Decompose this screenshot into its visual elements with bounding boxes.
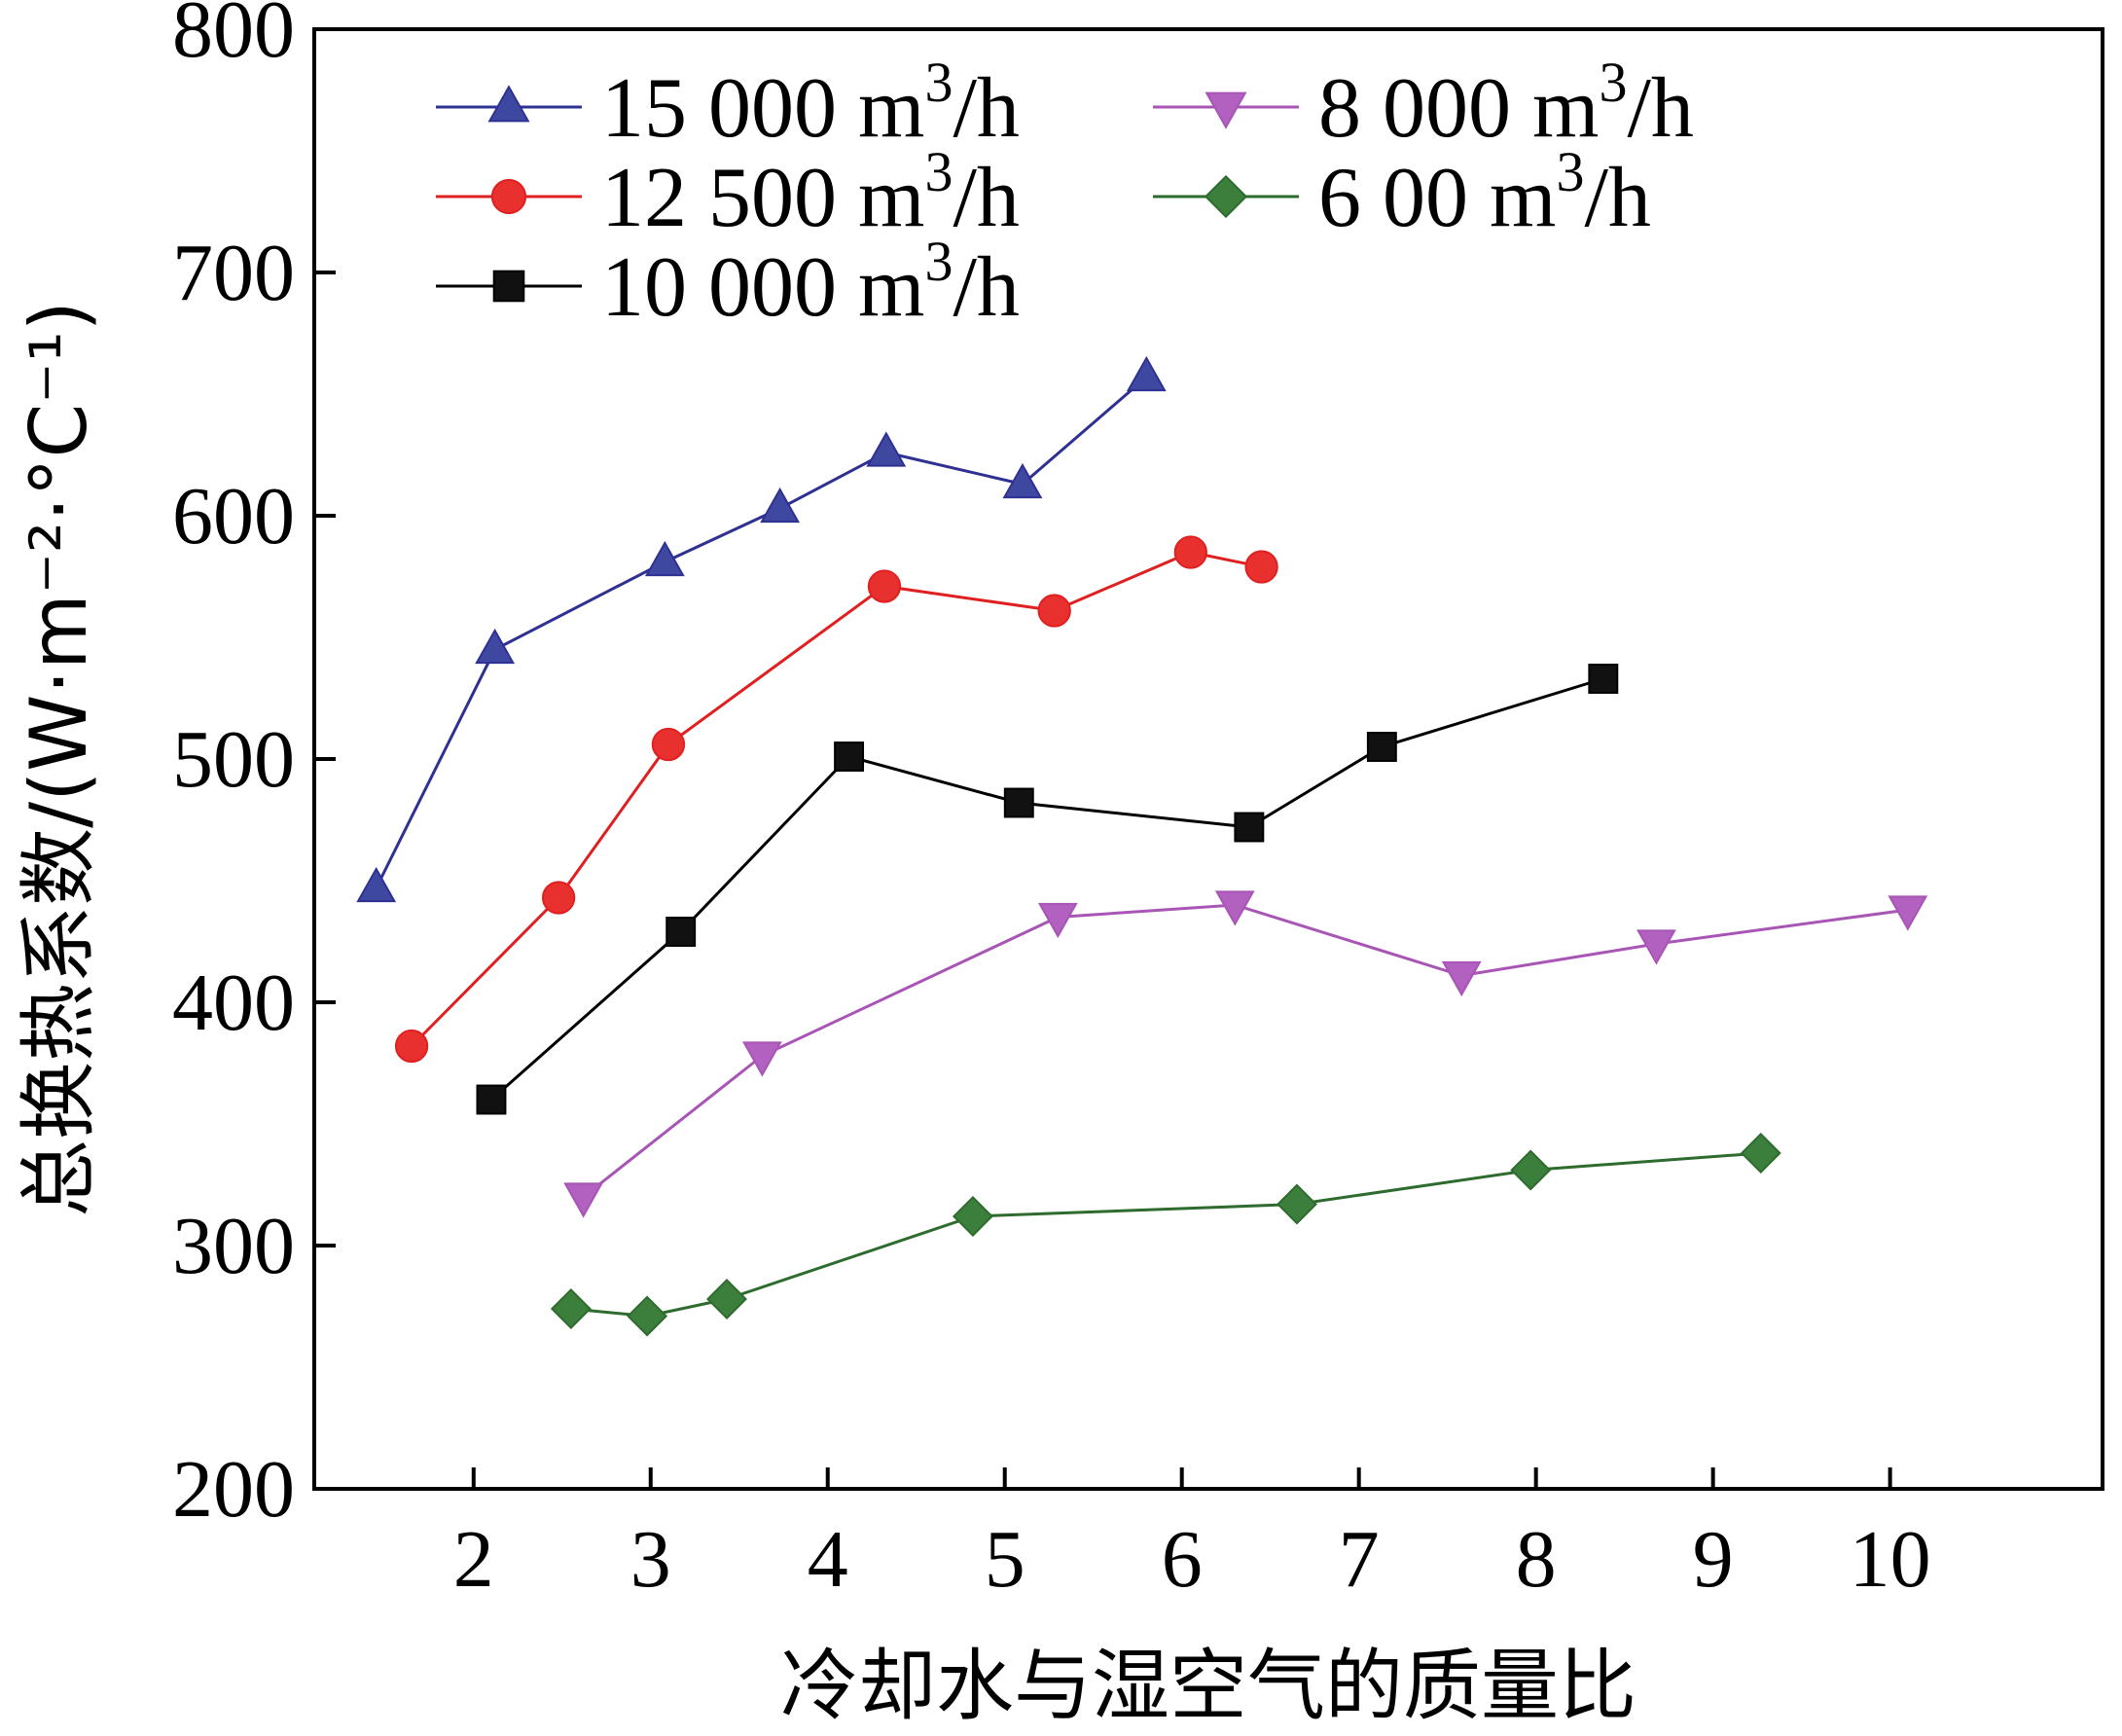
series-2: [394, 535, 1278, 1064]
x-tick-label: 8: [1516, 1514, 1557, 1605]
data-point: [1003, 787, 1034, 818]
legend: 15 000 m3/h12 500 m3/h10 000 m3/h 8 000 m…: [436, 51, 1694, 335]
plot-frame: [312, 27, 2104, 1491]
legend-label: 8 000 m3/h: [1318, 51, 1694, 156]
x-tick-label: 5: [985, 1514, 1025, 1605]
series-line: [570, 1151, 1761, 1319]
legend-item: 8 000 m3/h: [1153, 51, 1694, 156]
data-point: [627, 1295, 668, 1337]
series-5: [550, 1133, 1781, 1337]
data-point: [760, 487, 801, 524]
data-point: [563, 1182, 604, 1218]
data-point: [1173, 535, 1207, 569]
data-point: [476, 1084, 507, 1115]
data-point: [651, 727, 686, 762]
legend-item: 15 000 m3/h: [436, 51, 1020, 156]
legend-marker: [490, 178, 527, 215]
data-point: [706, 1279, 747, 1320]
legend-label: 15 000 m3/h: [601, 51, 1020, 156]
x-axis-label: 冷却水与湿空气的质量比: [780, 1641, 1636, 1731]
data-point: [953, 1196, 993, 1237]
data-point: [1636, 929, 1676, 965]
data-point: [1588, 664, 1619, 694]
legend-item: 6 00 m3/h: [1153, 140, 1651, 245]
data-point: [1002, 462, 1043, 499]
x-tick-label: 4: [808, 1514, 848, 1605]
series-3: [476, 664, 1619, 1115]
data-point: [1441, 960, 1482, 997]
y-axis-label: 总换热系数/(W·m⁻²·°C⁻¹): [14, 301, 104, 1217]
data-point: [1510, 1149, 1552, 1191]
data-point: [867, 569, 902, 603]
data-point: [1888, 895, 1928, 931]
legend-marker: [492, 270, 525, 303]
legend-label: 6 00 m3/h: [1318, 140, 1651, 245]
x-tick-label: 9: [1693, 1514, 1734, 1605]
data-point: [741, 1041, 782, 1077]
y-tick-label: 800: [172, 0, 295, 75]
x-tick-label: 6: [1162, 1514, 1203, 1605]
data-point: [1234, 812, 1265, 843]
data-point: [665, 917, 697, 947]
legend-marker: [1205, 91, 1247, 129]
x-axis: 2 3 4 5 6 7 8 9 10: [453, 1467, 1931, 1605]
series-layer: [356, 355, 1928, 1337]
data-point: [550, 1288, 592, 1329]
data-point: [541, 881, 576, 915]
series-1: [356, 355, 1167, 903]
x-tick-label: 7: [1339, 1514, 1380, 1605]
data-point: [1244, 550, 1278, 584]
data-point: [1214, 890, 1255, 926]
x-tick-label: 3: [630, 1514, 671, 1605]
y-tick-label: 400: [172, 958, 295, 1048]
y-tick-label: 300: [172, 1201, 295, 1291]
legend-item: 10 000 m3/h: [436, 230, 1020, 335]
y-axis: 200 300 400 500 600 700 800: [172, 0, 336, 1535]
y-tick-label: 600: [172, 471, 295, 561]
legend-marker: [1204, 174, 1248, 219]
y-tick-label: 500: [172, 714, 295, 805]
data-point: [356, 866, 397, 903]
data-point: [1037, 594, 1071, 628]
data-point: [475, 628, 516, 665]
data-point: [644, 540, 685, 577]
x-tick-label: 2: [453, 1514, 494, 1605]
data-point: [1126, 355, 1167, 392]
y-tick-label: 700: [172, 228, 295, 318]
data-point: [394, 1029, 429, 1064]
series-line: [582, 903, 1909, 1199]
data-point: [1277, 1183, 1317, 1225]
y-tick-label: 200: [172, 1444, 295, 1535]
data-point: [834, 741, 865, 772]
data-point: [1037, 902, 1078, 939]
data-point: [866, 431, 907, 467]
legend-label: 10 000 m3/h: [601, 230, 1020, 335]
data-point: [1366, 732, 1397, 762]
legend-label: 12 500 m3/h: [601, 140, 1020, 245]
data-point: [1740, 1133, 1781, 1174]
legend-marker: [487, 85, 530, 123]
series-4: [563, 890, 1928, 1218]
legend-item: 12 500 m3/h: [436, 140, 1020, 245]
x-tick-label: 10: [1850, 1514, 1931, 1605]
